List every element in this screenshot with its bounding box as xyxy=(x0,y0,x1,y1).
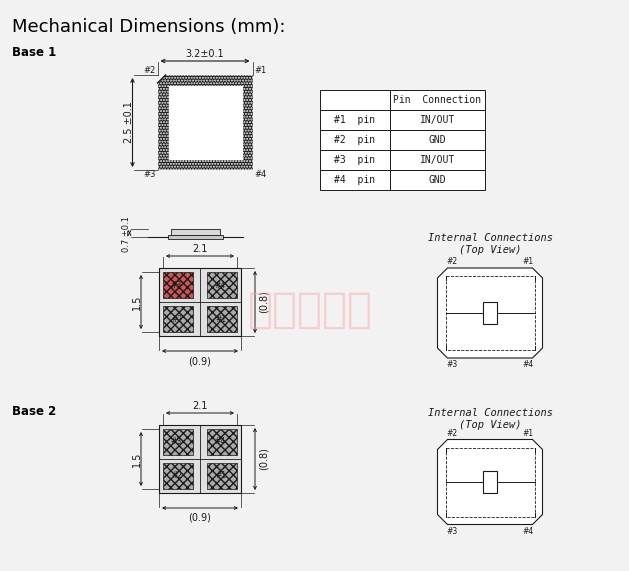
Bar xyxy=(207,463,237,489)
Bar xyxy=(163,272,193,298)
Text: #1: #1 xyxy=(255,66,267,75)
Bar xyxy=(390,90,485,110)
Text: #3: #3 xyxy=(171,280,182,289)
Text: Base 2: Base 2 xyxy=(12,405,56,418)
Bar xyxy=(207,272,237,298)
Text: #2: #2 xyxy=(447,428,458,437)
Bar xyxy=(157,75,252,170)
Bar xyxy=(207,306,237,332)
Text: #3: #3 xyxy=(171,437,182,447)
Bar xyxy=(445,448,535,517)
Bar xyxy=(483,302,497,324)
Bar xyxy=(320,150,390,170)
Bar xyxy=(483,471,497,493)
Text: 2.1: 2.1 xyxy=(192,401,208,411)
Bar xyxy=(167,85,243,160)
Text: GND: GND xyxy=(429,135,447,145)
Text: #3: #3 xyxy=(143,170,155,179)
Bar xyxy=(163,429,193,455)
Text: #4: #4 xyxy=(215,280,226,289)
Text: #1  pin: #1 pin xyxy=(335,115,376,125)
Bar xyxy=(167,235,223,239)
Polygon shape xyxy=(157,75,165,83)
Text: 2.1: 2.1 xyxy=(192,244,208,254)
Text: 3.2±0.1: 3.2±0.1 xyxy=(186,49,225,59)
Text: (0.8): (0.8) xyxy=(259,448,269,471)
Text: #1: #1 xyxy=(215,472,226,481)
Text: #3: #3 xyxy=(447,360,458,369)
Text: #1: #1 xyxy=(215,315,226,324)
Bar xyxy=(320,170,390,190)
Text: (0.9): (0.9) xyxy=(189,513,211,523)
Text: IN/OUT: IN/OUT xyxy=(420,155,455,165)
Text: IN/OUT: IN/OUT xyxy=(420,115,455,125)
Text: #2: #2 xyxy=(447,257,458,266)
Text: #3  pin: #3 pin xyxy=(335,155,376,165)
Text: Pin  Connection: Pin Connection xyxy=(393,95,482,105)
Text: 康贡尔电子: 康贡尔电子 xyxy=(247,289,372,331)
Text: #2: #2 xyxy=(171,315,182,324)
Text: #3: #3 xyxy=(447,526,458,536)
Bar xyxy=(170,229,220,235)
Bar xyxy=(159,425,241,493)
Bar xyxy=(390,130,485,150)
Bar xyxy=(445,276,535,350)
Text: Mechanical Dimensions (mm):: Mechanical Dimensions (mm): xyxy=(12,18,286,36)
Text: GND: GND xyxy=(429,175,447,185)
Text: 1.5: 1.5 xyxy=(132,451,142,467)
Text: (0.8): (0.8) xyxy=(259,291,269,313)
Text: #2: #2 xyxy=(143,66,155,75)
Polygon shape xyxy=(438,268,542,358)
Text: Internal Connections: Internal Connections xyxy=(428,233,552,243)
Bar xyxy=(320,90,390,110)
Text: (Top View): (Top View) xyxy=(459,420,521,429)
Text: #2: #2 xyxy=(171,472,182,481)
Bar xyxy=(207,429,237,455)
Text: #1: #1 xyxy=(522,257,533,266)
Text: #2  pin: #2 pin xyxy=(335,135,376,145)
Text: (Top View): (Top View) xyxy=(459,245,521,255)
Text: (0.9): (0.9) xyxy=(189,356,211,366)
Bar xyxy=(320,130,390,150)
Bar xyxy=(163,306,193,332)
Text: #4: #4 xyxy=(522,360,533,369)
Text: 0.7 ±0.1: 0.7 ±0.1 xyxy=(122,216,131,252)
Bar xyxy=(159,268,241,336)
Bar xyxy=(390,170,485,190)
Text: 1.5: 1.5 xyxy=(132,294,142,309)
Bar xyxy=(320,110,390,130)
Bar xyxy=(163,463,193,489)
Text: #4: #4 xyxy=(255,170,267,179)
Text: #1: #1 xyxy=(522,428,533,437)
Text: Internal Connections: Internal Connections xyxy=(428,408,552,417)
Bar xyxy=(390,150,485,170)
Text: #4: #4 xyxy=(215,437,226,447)
Bar xyxy=(157,75,252,170)
Text: #4: #4 xyxy=(522,526,533,536)
Polygon shape xyxy=(438,440,542,525)
Text: 2.5 ±0.1: 2.5 ±0.1 xyxy=(125,102,135,143)
Text: Base 1: Base 1 xyxy=(12,46,56,59)
Bar xyxy=(390,110,485,130)
Text: #4  pin: #4 pin xyxy=(335,175,376,185)
